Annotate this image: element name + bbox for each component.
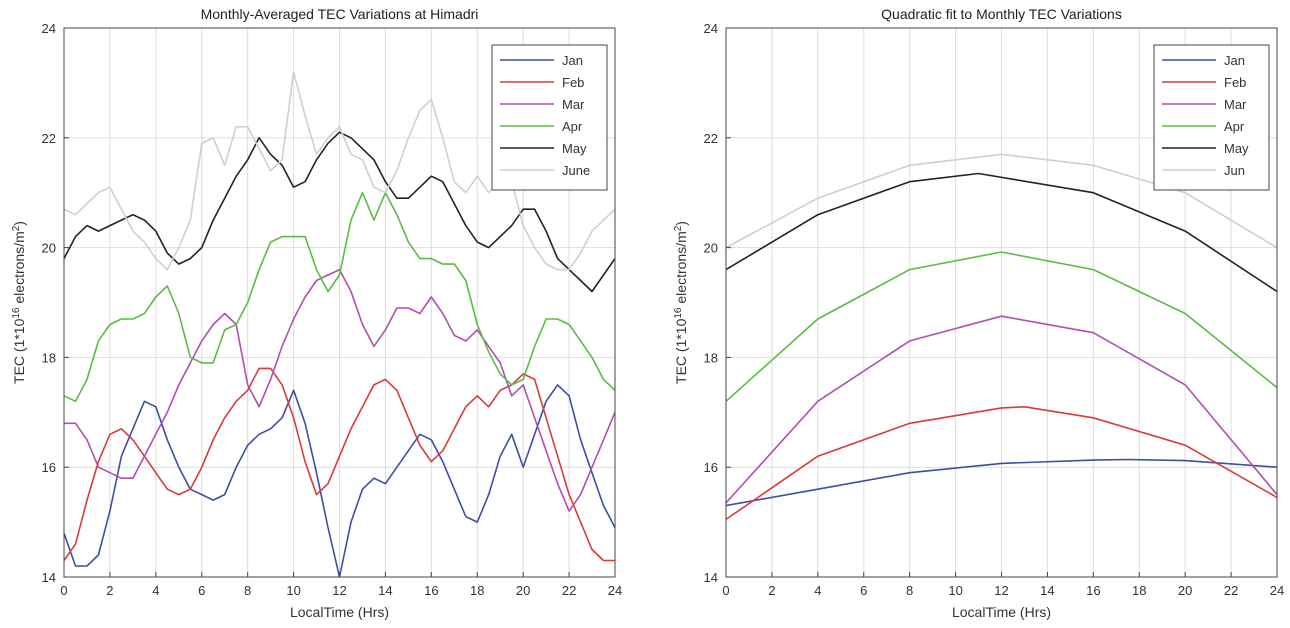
x-tick-label: 10: [286, 583, 300, 598]
series-line-may: [725, 172, 1278, 293]
x-tick-label: 2: [106, 583, 113, 598]
chart-panel-2: 0 2 4 6 8 10 12 14 16 18 20 22 24141618202224Quadrat…: [673, 6, 1285, 620]
y-tick-label: 22: [42, 131, 56, 146]
legend-label-mar: Mar: [562, 97, 585, 112]
x-tick-label: 24: [1270, 583, 1284, 598]
y-tick-label: 16: [704, 460, 718, 475]
x-tick-label: 20: [516, 583, 530, 598]
x-tick-label: 14: [378, 583, 392, 598]
x-tick-label: 4: [152, 583, 159, 598]
legend-label-june: June: [562, 163, 590, 178]
x-tick-label: 14: [1040, 583, 1054, 598]
x-tick-label: 16: [1086, 583, 1100, 598]
x-tick-label: 24: [608, 583, 622, 598]
legend-label-jan: Jan: [562, 53, 583, 68]
series-line-apr: [725, 251, 1278, 402]
legend-label-mar: Mar: [1224, 97, 1247, 112]
chart-title: Quadratic fit to Monthly TEC Variations: [881, 6, 1122, 22]
series-line-feb: [63, 367, 615, 562]
legend-label-may: May: [1224, 141, 1249, 156]
y-tick-label: 18: [704, 350, 718, 365]
series-line-mar: [64, 268, 616, 512]
series-line-feb: [725, 405, 1278, 521]
legend-label-jan: Jan: [1224, 53, 1245, 68]
x-tick-label: 0: [722, 583, 729, 598]
x-tick-label: 18: [470, 583, 484, 598]
legend-label-feb: Feb: [1224, 75, 1246, 90]
series-line-mar: [725, 315, 1278, 504]
x-tick-label: 0: [60, 583, 67, 598]
x-tick-label: 22: [1224, 583, 1238, 598]
x-tick-label: 4: [814, 583, 821, 598]
legend-label-apr: Apr: [562, 119, 583, 134]
chart-panel-1: 0 2 4 6 8 10 12 14 16 18 20 22 24141618202224Monthly…: [11, 6, 623, 620]
legend-label-jun: Jun: [1224, 163, 1245, 178]
x-tick-label: 10: [948, 583, 962, 598]
legend-label-apr: Apr: [1224, 119, 1245, 134]
legend: Jan Feb Mar Apr May Jun: [1153, 44, 1270, 191]
y-axis-label: TEC (1*1016 electrons/m2): [11, 221, 28, 384]
x-tick-label: 8: [906, 583, 913, 598]
y-tick-label: 24: [704, 21, 718, 36]
x-tick-label: 8: [244, 583, 251, 598]
x-tick-label: 16: [424, 583, 438, 598]
x-tick-label: 6: [860, 583, 867, 598]
x-axis-label: LocalTime (Hrs): [290, 604, 389, 620]
legend-label-feb: Feb: [562, 75, 584, 90]
series-line-jan: [725, 458, 1278, 507]
x-tick-label: 12: [994, 583, 1008, 598]
legend-label-may: May: [562, 141, 587, 156]
y-tick-label: 24: [42, 21, 56, 36]
y-tick-label: 22: [704, 131, 718, 146]
series-line-may: [63, 131, 616, 293]
y-tick-label: 16: [42, 460, 56, 475]
legend-box: [491, 44, 608, 191]
x-tick-label: 22: [562, 583, 576, 598]
y-tick-label: 14: [704, 570, 718, 585]
x-tick-label: 12: [332, 583, 346, 598]
y-axis-label: TEC (1*1016 electrons/m2): [673, 221, 690, 384]
x-tick-label: 2: [768, 583, 775, 598]
series-line-jun: [725, 153, 1278, 249]
legend-box: [1153, 44, 1270, 191]
x-tick-label: 18: [1132, 583, 1146, 598]
y-tick-label: 14: [42, 570, 56, 585]
x-axis-label: LocalTime (Hrs): [952, 604, 1051, 620]
x-tick-label: 20: [1178, 583, 1192, 598]
x-tick-label: 6: [198, 583, 205, 598]
y-tick-label: 18: [42, 350, 56, 365]
chart-title: Monthly-Averaged TEC Variations at Himad…: [201, 6, 479, 22]
series-line-apr: [63, 191, 616, 403]
legend: Jan Feb Mar Apr May June: [491, 44, 608, 191]
y-tick-label: 20: [704, 241, 718, 256]
series-line-june: [63, 71, 616, 271]
y-tick-label: 20: [42, 241, 56, 256]
